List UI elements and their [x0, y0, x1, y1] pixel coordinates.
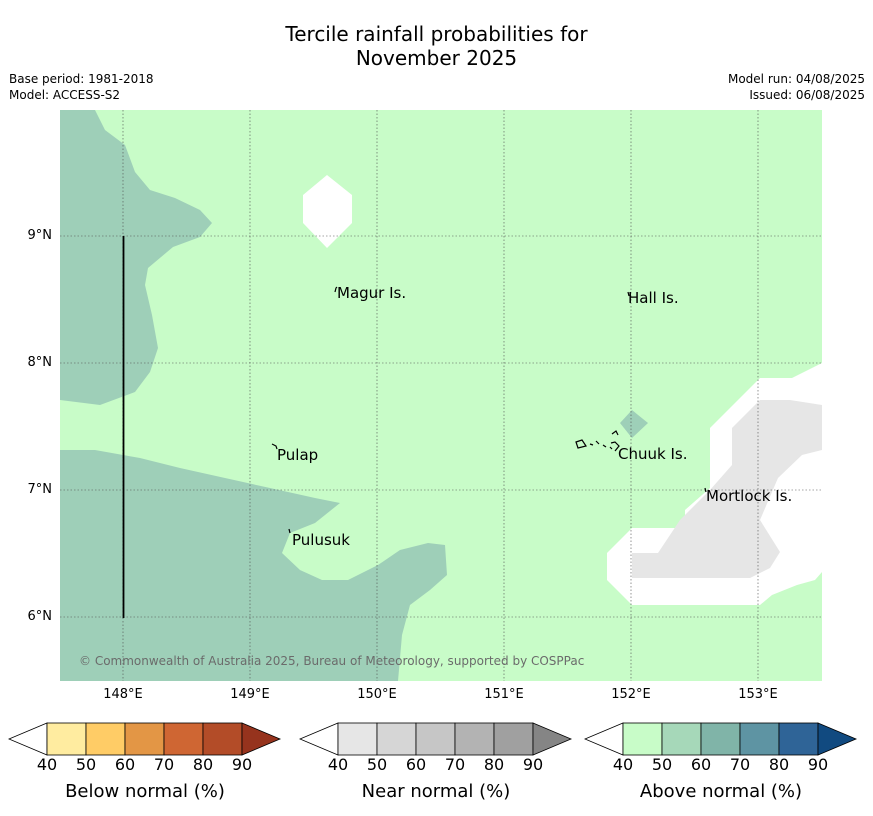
probability-map: Magur Is. Hall Is. Pulap Chuuk Is. Mortl… [60, 110, 822, 681]
above-normal-title: Above normal (%) [639, 781, 803, 802]
colorbar-tick-label: 80 [768, 755, 790, 774]
colorbar-extend-high [817, 722, 858, 756]
colorbar-tick-label: 50 [651, 755, 673, 774]
lon-tick-150E: 150°E [357, 687, 397, 702]
colorbar-segment [124, 722, 165, 756]
colorbar-extend-low [8, 722, 48, 756]
island-pulusuk [288, 528, 291, 534]
place-label-chuuk: Chuuk Is. [618, 445, 687, 463]
island-magur [334, 286, 338, 293]
lat-tick-7N: 7°N [27, 482, 53, 497]
colorbar-segment [493, 722, 534, 756]
colorbar-tick-label: 80 [192, 755, 214, 774]
colorbar-segment [454, 722, 495, 756]
title-line-1: Tercile rainfall probabilities for [285, 22, 588, 46]
colorbar-segment [739, 722, 780, 756]
near-normal-40-50-region [632, 400, 822, 578]
lon-tick-148E: 148°E [103, 687, 143, 702]
copyright-text: © Commonwealth of Australia 2025, Bureau… [79, 654, 584, 668]
colorbar-tick-label: 90 [522, 755, 544, 774]
colorbar-tick-label: 60 [405, 755, 427, 774]
colorbar-segment [661, 722, 702, 756]
above-50-60-region [60, 110, 212, 405]
lat-tick-6N: 6°N [27, 609, 53, 624]
colorbar-tick-label: 40 [36, 755, 58, 774]
colorbar-above-normal [584, 722, 858, 756]
lon-tick-151E: 151°E [484, 687, 524, 702]
island-pulap [271, 443, 278, 450]
island-hall [627, 291, 630, 297]
colorbar-tick-label: 50 [75, 755, 97, 774]
lon-tick-149E: 149°E [230, 687, 270, 702]
colorbar-tick-label: 40 [612, 755, 634, 774]
chart-title: Tercile rainfall probabilities for Novem… [0, 22, 873, 70]
colorbar-segment [700, 722, 741, 756]
island-chuuk [575, 430, 620, 452]
colorbar-tick-label: 90 [807, 755, 829, 774]
colorbar-tick-label: 70 [729, 755, 751, 774]
island-mortlock [704, 487, 707, 493]
colorbar-tick-label: 50 [366, 755, 388, 774]
colorbar-below-normal [8, 722, 282, 756]
colorbar-tick-label: 80 [483, 755, 505, 774]
colorbar-tick-label: 90 [231, 755, 253, 774]
colorbar-segment [622, 722, 663, 756]
base-period-text: Base period: 1981-2018 [9, 72, 154, 86]
model-text: Model: ACCESS-S2 [9, 88, 121, 102]
colorbar-segment [163, 722, 204, 756]
title-line-2: November 2025 [355, 46, 518, 70]
above-50-60-region [60, 450, 447, 681]
colorbar-near-normal [299, 722, 573, 756]
white-patch [303, 175, 352, 248]
place-label-mortlock: Mortlock Is. [706, 487, 792, 505]
meta-left: Base period: 1981-2018 Model: ACCESS-S2 [9, 71, 154, 103]
colorbar-segment [85, 722, 126, 756]
gridlines [60, 110, 822, 681]
place-label-hall: Hall Is. [628, 289, 679, 307]
colorbar-segment [202, 722, 243, 756]
colorbar-segment [46, 722, 87, 756]
colorbar-segment [415, 722, 456, 756]
place-label-magur: Magur Is. [337, 284, 406, 302]
island-outlines [271, 286, 707, 534]
issued-text: Issued: 06/08/2025 [749, 88, 865, 102]
colorbar-extend-high [241, 722, 282, 756]
model-run-text: Model run: 04/08/2025 [727, 72, 865, 86]
colorbar-tick-label: 60 [114, 755, 136, 774]
lat-tick-9N: 9°N [27, 228, 53, 243]
place-label-pulusuk: Pulusuk [292, 531, 350, 549]
lon-tick-152E: 152°E [611, 687, 651, 702]
colorbar-segment [337, 722, 378, 756]
place-label-pulap: Pulap [277, 446, 318, 464]
colorbar-extend-low [299, 722, 339, 756]
colorbar-segment [778, 722, 819, 756]
colorbar-extend-low [584, 722, 624, 756]
colorbar-segment [376, 722, 417, 756]
below-normal-title: Below normal (%) [65, 781, 225, 802]
above-50-60-region [620, 410, 648, 438]
colorbar-tick-label: 60 [690, 755, 712, 774]
colorbar-tick-label: 70 [153, 755, 175, 774]
colorbar-extend-high [532, 722, 573, 756]
lat-tick-8N: 8°N [27, 355, 53, 370]
colorbar-tick-label: 70 [444, 755, 466, 774]
lon-tick-153E: 153°E [738, 687, 778, 702]
meta-right: Model run: 04/08/2025 Issued: 06/08/2025 [728, 71, 865, 103]
near-normal-title: Near normal (%) [361, 781, 511, 802]
colorbar-tick-label: 40 [327, 755, 349, 774]
